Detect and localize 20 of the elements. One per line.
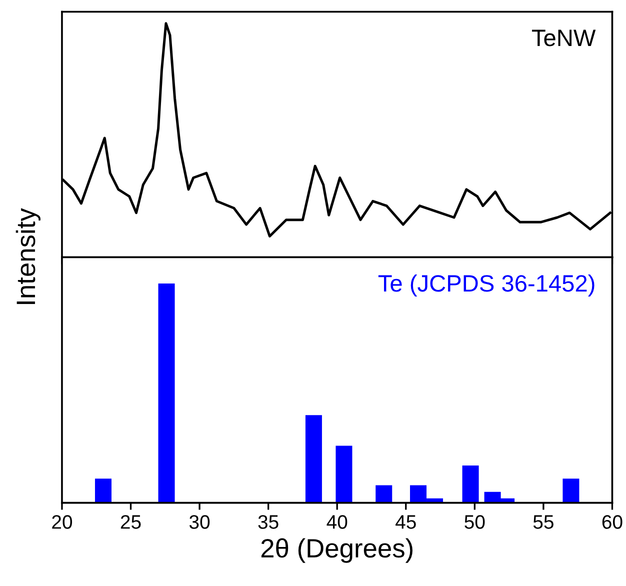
- y-axis-title: Intensity: [16, 208, 40, 304]
- bar: [305, 415, 322, 503]
- x-tick-label: 20: [52, 515, 72, 529]
- x-tick-label: 25: [120, 515, 141, 529]
- text: TeNW: [532, 30, 596, 46]
- bar: [376, 485, 392, 503]
- bar: [462, 466, 479, 503]
- bar: [94, 478, 112, 503]
- x-tick-label: 50: [464, 515, 485, 529]
- bar: [158, 284, 175, 503]
- x-tick-label: 45: [396, 515, 416, 529]
- x-tick-label: 40: [326, 515, 348, 529]
- x-tick-label: 55: [533, 515, 554, 529]
- bar: [562, 478, 580, 503]
- x-tick-label: 60: [602, 515, 622, 529]
- bar: [336, 446, 352, 503]
- x-axis-title: 2θ (Degrees): [261, 538, 412, 563]
- x-tick-label: 30: [189, 515, 210, 529]
- text: Te (JCPDS 36-1452): [378, 274, 594, 296]
- x-tick-label: 35: [258, 515, 278, 529]
